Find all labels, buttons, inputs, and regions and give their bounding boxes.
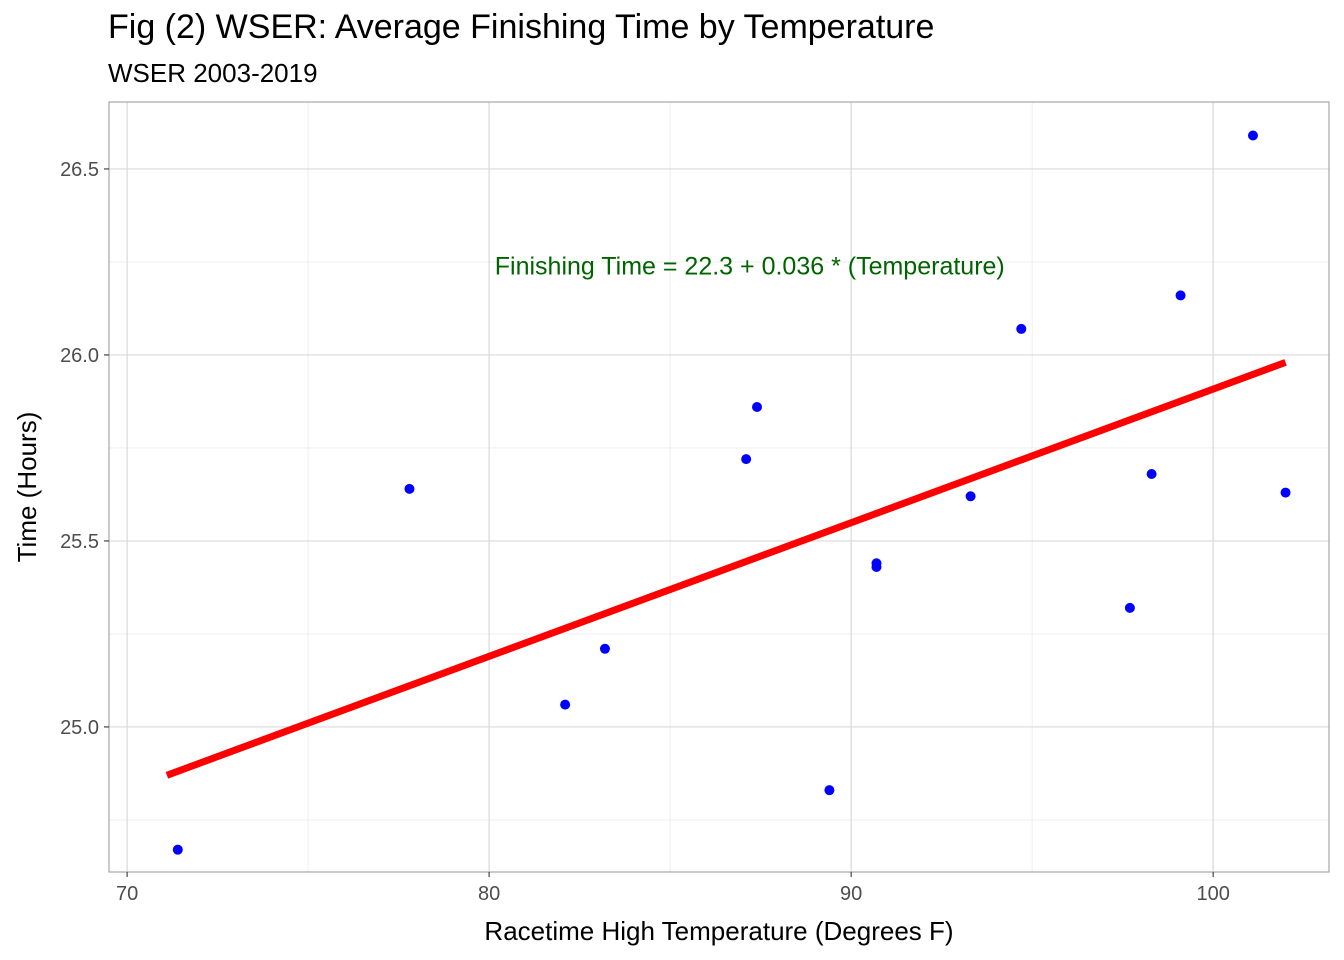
data-point [599, 643, 610, 654]
data-point [1175, 290, 1186, 301]
data-point [752, 402, 763, 413]
data-point [1247, 130, 1258, 141]
x-tick-label: 80 [478, 883, 500, 905]
points-layer [172, 130, 1291, 855]
x-tick-label: 90 [840, 883, 862, 905]
data-point [1280, 487, 1291, 498]
data-point [404, 483, 415, 494]
regression-line [165, 359, 1287, 779]
x-tick-label: 100 [1196, 883, 1229, 905]
x-tick-label: 70 [116, 883, 138, 905]
data-point [1146, 468, 1157, 479]
data-point [172, 844, 183, 855]
regression-equation-annotation: Finishing Time = 22.3 + 0.036 * (Tempera… [495, 253, 1005, 281]
x-axis-ticks: 70 80 90 100 [116, 872, 1230, 905]
annotation-layer: Finishing Time = 22.3 + 0.036 * (Tempera… [495, 253, 1005, 281]
y-tick-label: 25.5 [60, 531, 99, 553]
chart-subtitle: WSER 2003-2019 [108, 58, 318, 88]
data-point [871, 561, 882, 572]
y-tick-label: 26.5 [60, 159, 99, 181]
y-tick-label: 26.0 [60, 345, 99, 367]
y-axis-title: Time (Hours) [12, 412, 42, 563]
data-point [824, 785, 835, 796]
x-axis-title: Racetime High Temperature (Degrees F) [484, 916, 953, 946]
data-point [1124, 602, 1135, 613]
data-point [560, 699, 571, 710]
data-point [741, 454, 752, 465]
data-point [1016, 323, 1027, 334]
fit-line-layer [165, 359, 1287, 779]
minor-grid [109, 102, 1329, 872]
panel-border [108, 101, 1330, 873]
y-tick-label: 25.0 [60, 717, 99, 739]
major-grid [109, 102, 1329, 872]
data-point [965, 491, 976, 502]
chart-title: Fig (2) WSER: Average Finishing Time by … [108, 8, 935, 46]
y-axis-ticks: 25.0 25.5 26.0 26.5 [60, 159, 109, 739]
